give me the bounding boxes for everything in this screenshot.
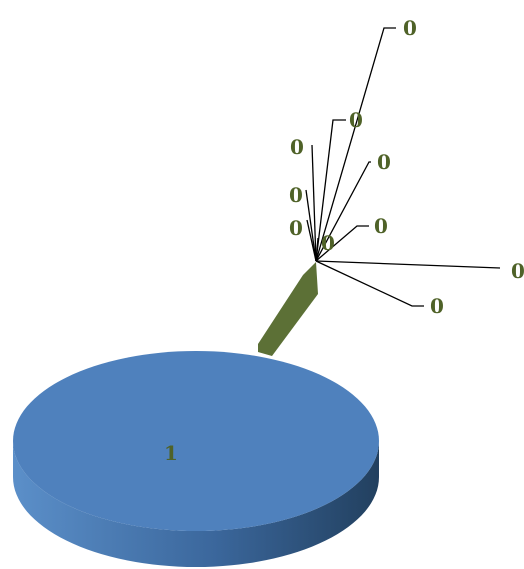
data-label-3: 0 [290,135,304,159]
leader-line-4 [315,161,371,262]
data-label-5: 0 [289,183,303,207]
leader-line-5 [305,189,317,262]
data-label-4: 0 [377,150,391,174]
leader-line-10 [315,260,424,307]
leader-line-1 [315,27,396,262]
data-label-2: 0 [349,108,363,132]
data-label-9: 0 [511,259,524,283]
leader-line-8 [315,237,319,262]
data-label-1: 0 [403,16,417,40]
leader-line-9 [315,260,501,269]
leader-line-6 [306,219,317,262]
data-label-10: 0 [430,294,444,318]
leader-line-3 [311,144,317,262]
leader-line-2 [315,119,346,262]
data-label-8: 0 [321,231,335,255]
data-label-main: 1 [164,441,178,465]
data-label-6: 0 [289,216,303,240]
pie-slice-exploded [258,262,318,356]
pie-slice-main [13,351,379,567]
pie-slice-main-side [13,441,379,567]
pie-slice-main-top [13,351,379,531]
data-label-7: 0 [374,214,388,238]
leader-line-7 [315,225,369,262]
